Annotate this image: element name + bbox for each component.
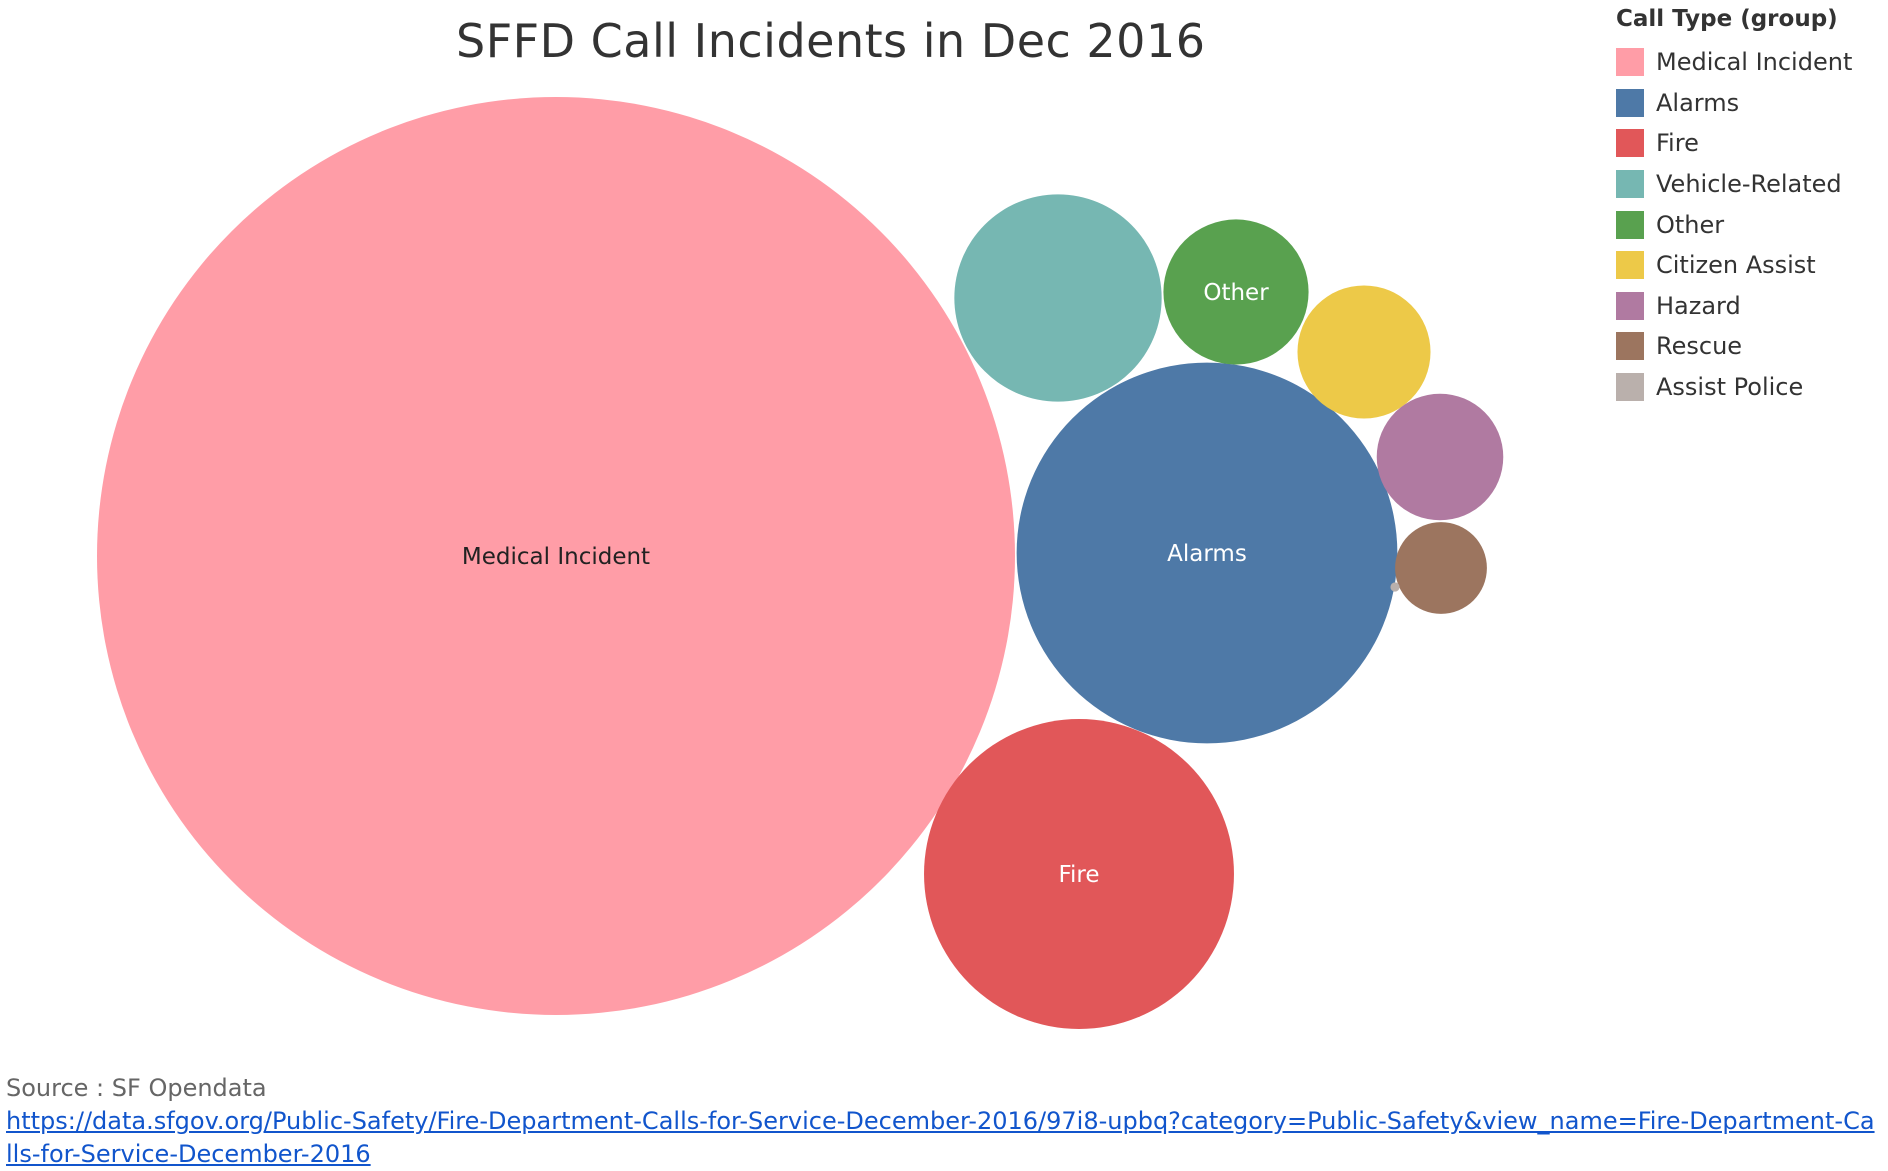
legend-label: Assist Police [1656,373,1804,402]
legend-item[interactable]: Alarms [1616,83,1852,124]
legend-item[interactable]: Vehicle-Related [1616,164,1852,205]
legend: Call Type (group) Medical Incident Alarms… [1616,6,1852,407]
legend-item[interactable]: Assist Police [1616,367,1852,408]
legend-swatch [1616,251,1644,280]
source-label: Source : SF Opendata [6,1074,267,1102]
source-link[interactable]: https://data.sfgov.org/Public-Safety/Fir… [6,1107,1875,1168]
legend-swatch [1616,129,1644,158]
legend-label: Hazard [1656,291,1741,320]
bubble-assist-police[interactable] [1390,582,1400,592]
bubble-vehicle-related[interactable] [954,194,1162,402]
bubble-label-fire: Fire [1058,862,1099,888]
bubble-rescue[interactable] [1395,522,1487,614]
legend-swatch [1616,291,1644,320]
legend-swatch [1616,373,1644,402]
legend-item[interactable]: Other [1616,204,1852,245]
legend-label: Alarms [1656,88,1740,117]
legend-swatch [1616,210,1644,239]
legend-label: Citizen Assist [1656,251,1816,280]
legend-swatch [1616,170,1644,199]
chart-title: SFFD Call Incidents in Dec 2016 [456,14,1206,68]
legend-item[interactable]: Medical Incident [1616,42,1852,83]
legend-item[interactable]: Citizen Assist [1616,245,1852,286]
legend-item[interactable]: Hazard [1616,286,1852,327]
bubble-medical-incident[interactable] [97,97,1015,1015]
legend-swatch [1616,48,1644,77]
legend-swatch [1616,332,1644,361]
bubble-other[interactable] [1163,219,1309,365]
bubble-label-medical-incident: Medical Incident [462,544,650,570]
bubble-alarms[interactable] [1016,362,1398,744]
bubble-citizen-assist[interactable] [1297,285,1431,419]
legend-label: Fire [1656,129,1699,158]
legend-title: Call Type (group) [1616,6,1838,32]
legend-label: Medical Incident [1656,48,1853,77]
bubble-label-other: Other [1203,280,1269,306]
legend-item[interactable]: Fire [1616,123,1852,164]
legend-swatch [1616,88,1644,117]
legend-label: Rescue [1656,332,1743,361]
legend-item[interactable]: Rescue [1616,326,1852,367]
legend-items: Medical Incident Alarms Fire Vehicle-Relate… [1616,42,1852,407]
bubble-label-alarms: Alarms [1167,541,1247,567]
bubble-hazard[interactable] [1376,393,1504,521]
bubble-fire[interactable] [924,719,1234,1029]
legend-label: Other [1656,210,1725,239]
legend-label: Vehicle-Related [1656,170,1842,199]
